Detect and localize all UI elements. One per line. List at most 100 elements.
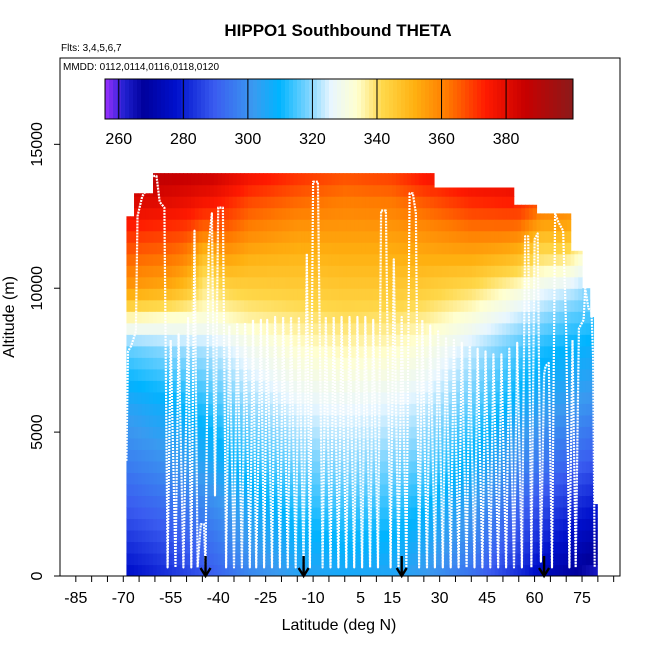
heatmap-cell bbox=[445, 345, 450, 358]
heatmap-cell bbox=[361, 552, 367, 566]
heatmap-cell bbox=[263, 357, 268, 370]
heatmap-cell bbox=[335, 219, 340, 232]
heatmap-cell bbox=[403, 253, 408, 266]
heatmap-cell bbox=[297, 506, 302, 520]
heatmap-cell bbox=[346, 506, 352, 520]
heatmap-cell bbox=[403, 437, 408, 450]
heatmap-cell bbox=[202, 449, 207, 462]
colorbar-swatch bbox=[273, 79, 278, 119]
heatmap-cell bbox=[190, 230, 196, 243]
heatmap-cell bbox=[308, 242, 314, 255]
heatmap-cell bbox=[380, 299, 386, 312]
heatmap-cell bbox=[468, 288, 473, 301]
heatmap-cell bbox=[134, 472, 139, 485]
heatmap-cell bbox=[365, 380, 371, 393]
heatmap-cell bbox=[566, 391, 572, 404]
heatmap-cell bbox=[137, 288, 143, 301]
heatmap-cell bbox=[149, 196, 154, 209]
heatmap-cell bbox=[209, 403, 215, 416]
heatmap-cell bbox=[164, 288, 169, 301]
colorbar-swatch bbox=[201, 79, 206, 119]
heatmap-cell bbox=[160, 242, 166, 255]
heatmap-cell bbox=[137, 322, 143, 335]
heatmap-cell bbox=[244, 483, 249, 497]
heatmap-cell bbox=[126, 391, 131, 404]
heatmap-cell bbox=[183, 472, 188, 485]
heatmap-cell bbox=[232, 472, 238, 485]
heatmap-cell bbox=[312, 414, 317, 427]
heatmap-cell bbox=[536, 265, 541, 278]
heatmap-cell bbox=[540, 426, 545, 439]
heatmap-cell bbox=[240, 460, 245, 473]
heatmap-cell bbox=[202, 403, 207, 416]
heatmap-cell bbox=[494, 403, 500, 416]
heatmap-cell bbox=[301, 299, 306, 312]
heatmap-cell bbox=[301, 368, 306, 381]
heatmap-cell bbox=[358, 334, 363, 347]
heatmap-cell bbox=[380, 184, 386, 197]
heatmap-cell bbox=[396, 230, 401, 243]
heatmap-cell bbox=[236, 472, 241, 485]
heatmap-cell bbox=[566, 403, 572, 416]
heatmap-cell bbox=[134, 529, 139, 543]
heatmap-cell bbox=[407, 219, 412, 232]
heatmap-cell bbox=[312, 357, 317, 370]
colorbar-swatch bbox=[545, 79, 550, 119]
heatmap-cell bbox=[506, 219, 511, 232]
heatmap-cell bbox=[225, 552, 230, 566]
heatmap-cell bbox=[555, 219, 560, 232]
heatmap-cell bbox=[289, 173, 295, 186]
heatmap-cell bbox=[289, 334, 295, 347]
heatmap-cell bbox=[354, 299, 359, 312]
heatmap-cell bbox=[544, 414, 549, 427]
heatmap-cell bbox=[525, 380, 530, 393]
heatmap-cell bbox=[498, 380, 503, 393]
heatmap-cell bbox=[153, 449, 158, 462]
heatmap-cell bbox=[566, 357, 572, 370]
heatmap-cell bbox=[156, 173, 162, 186]
heatmap-cell bbox=[396, 196, 401, 209]
heatmap-cell bbox=[441, 552, 446, 566]
heatmap-cell bbox=[532, 207, 538, 220]
heatmap-cell bbox=[559, 483, 564, 497]
heatmap-cell bbox=[297, 495, 302, 508]
heatmap-cell bbox=[490, 311, 496, 324]
heatmap-cell bbox=[247, 253, 253, 266]
heatmap-cell bbox=[506, 495, 511, 508]
heatmap-cell bbox=[582, 380, 587, 393]
heatmap-cell bbox=[517, 242, 522, 255]
heatmap-cell bbox=[285, 368, 291, 381]
heatmap-cell bbox=[278, 449, 283, 462]
heatmap-cell bbox=[183, 230, 188, 243]
heatmap-cell bbox=[156, 276, 162, 289]
heatmap-cell bbox=[282, 311, 287, 324]
heatmap-cell bbox=[323, 403, 329, 416]
heatmap-cell bbox=[449, 426, 454, 439]
heatmap-cell bbox=[422, 322, 427, 335]
heatmap-cell bbox=[225, 472, 230, 485]
heatmap-cell bbox=[464, 299, 469, 312]
heatmap-cell bbox=[339, 219, 344, 232]
heatmap-cell bbox=[532, 357, 538, 370]
y-tick-label: 5000 bbox=[29, 414, 46, 450]
heatmap-cell bbox=[399, 449, 405, 462]
heatmap-cell bbox=[521, 495, 526, 508]
heatmap-cell bbox=[411, 564, 416, 576]
heatmap-cell bbox=[418, 299, 424, 312]
heatmap-cell bbox=[494, 357, 500, 370]
heatmap-cell bbox=[559, 357, 564, 370]
heatmap-cell bbox=[361, 541, 367, 554]
heatmap-cell bbox=[566, 276, 572, 289]
heatmap-cell bbox=[335, 276, 340, 289]
heatmap-cell bbox=[509, 345, 515, 358]
heatmap-cell bbox=[487, 207, 492, 220]
heatmap-cell bbox=[490, 187, 496, 197]
heatmap-cell bbox=[172, 184, 177, 197]
heatmap-cell bbox=[259, 449, 264, 462]
heatmap-cell bbox=[149, 449, 154, 462]
heatmap-cell bbox=[373, 196, 378, 209]
heatmap-cell bbox=[202, 391, 207, 404]
heatmap-cell bbox=[361, 345, 367, 358]
heatmap-cell bbox=[266, 552, 272, 566]
heatmap-cell bbox=[160, 288, 166, 301]
